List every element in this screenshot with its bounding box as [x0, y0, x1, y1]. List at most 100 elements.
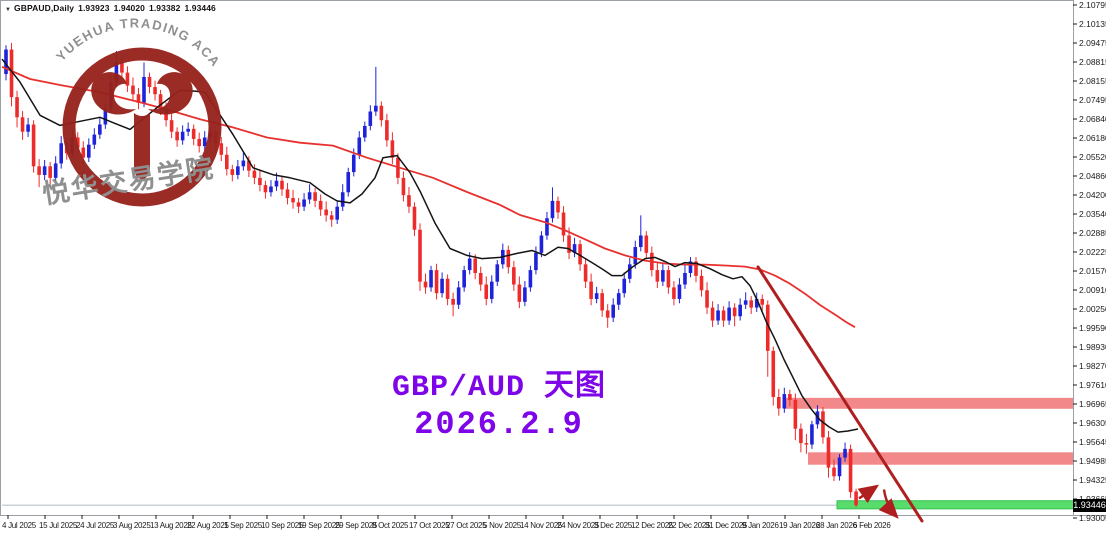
y-axis-label: 1.98930 — [1079, 342, 1106, 352]
x-axis-label: 15 Jul 2025 — [39, 521, 78, 530]
candle-body — [120, 62, 124, 73]
candle-body — [236, 166, 240, 175]
ma-fast-black-line — [1, 58, 859, 433]
x-axis-label: 6 Feb 2026 — [853, 521, 891, 530]
y-axis-label: 2.00250 — [1079, 304, 1106, 314]
candle-body — [843, 448, 847, 458]
collapse-icon[interactable]: ▼ — [5, 7, 12, 13]
candle-body — [462, 270, 466, 288]
candle-body — [655, 270, 660, 282]
current-price-marker: 1.93446 — [1073, 498, 1106, 512]
price-axis[interactable]: 2.10795 2.10135 2.09475 2.08815 2.08155 2.074… — [1073, 0, 1106, 523]
candle-body — [285, 189, 290, 199]
candle-body — [699, 275, 704, 291]
candle-body — [473, 258, 477, 273]
candle-body — [799, 428, 803, 444]
y-axis-label: 1.99590 — [1079, 323, 1106, 333]
candle-body — [158, 94, 163, 109]
x-axis-label: 27 Oct 2025 — [446, 521, 487, 530]
candle-body — [291, 198, 295, 203]
candle-body — [771, 350, 776, 397]
candle-body — [53, 163, 58, 178]
candle-body — [738, 304, 742, 317]
candle-body — [705, 290, 709, 308]
support-zone[interactable] — [836, 500, 1106, 510]
x-axis-label: 13 Aug 2025 — [150, 521, 192, 530]
y-axis-label: 1.93005 — [1079, 513, 1106, 523]
candle-body — [517, 284, 522, 302]
x-axis-label: 14 Nov 2025 — [520, 521, 563, 530]
candle-body — [837, 457, 842, 477]
descending-trendline[interactable] — [756, 265, 924, 523]
y-axis-label: 2.09475 — [1079, 38, 1106, 48]
x-axis-label: 22 Dec 2025 — [668, 521, 711, 530]
candle-body — [48, 166, 52, 178]
candle-body — [26, 124, 30, 132]
candle-body — [804, 443, 809, 445]
candle-body — [821, 411, 825, 438]
candle-body — [368, 111, 373, 126]
x-axis-label: 1 Sep 2025 — [224, 521, 263, 530]
candle-body — [749, 300, 753, 308]
candle-body — [456, 287, 461, 305]
candle-body — [694, 261, 698, 276]
candle-body — [627, 264, 632, 279]
candle-body — [854, 491, 858, 506]
candle-body — [721, 310, 726, 321]
candle-body — [434, 270, 439, 294]
candle-body — [318, 200, 323, 210]
candle-body — [247, 160, 251, 171]
candle-body — [59, 143, 63, 164]
candle-body — [782, 394, 787, 409]
candle-body — [793, 399, 798, 429]
candle-body — [561, 212, 566, 236]
candle-body — [826, 437, 831, 468]
y-axis-label: 2.06840 — [1079, 114, 1106, 124]
arrow-down[interactable] — [878, 489, 899, 519]
symbol-name: GBPAUD,Daily — [14, 3, 75, 13]
resistance-zone-1[interactable] — [785, 397, 1073, 409]
candle-body — [9, 49, 14, 98]
y-axis-label: 2.08815 — [1079, 57, 1106, 67]
candle-body — [153, 87, 157, 95]
candle-body — [274, 180, 279, 187]
candle-body — [534, 252, 538, 271]
candle-body — [754, 298, 759, 308]
candle-body — [743, 300, 748, 305]
candle-body — [478, 272, 483, 285]
candle-body — [302, 199, 306, 207]
candle-body — [506, 249, 511, 268]
y-axis-label: 2.08155 — [1079, 76, 1106, 86]
candle-body — [31, 124, 36, 167]
candle-body — [727, 307, 731, 321]
candle-body — [677, 284, 682, 299]
ohlc-low: 1.93382 — [149, 3, 181, 13]
y-axis-label: 2.05520 — [1079, 152, 1106, 162]
candle-body — [633, 247, 638, 265]
candle-body — [15, 97, 19, 118]
candle-body — [489, 281, 494, 299]
candle-body — [583, 264, 588, 282]
resistance-zone-2[interactable] — [808, 452, 1073, 465]
candle-body — [241, 160, 246, 167]
candle-body — [512, 267, 516, 285]
candle-body — [639, 235, 643, 248]
candle-body — [329, 215, 334, 220]
candle-body — [131, 85, 135, 95]
arrow-up-right[interactable] — [857, 484, 880, 504]
ohlc-open: 1.93923 — [78, 3, 110, 13]
candle-body — [661, 270, 665, 282]
y-axis-label: 2.10135 — [1079, 19, 1106, 29]
candle-body — [810, 424, 814, 445]
candle-body — [87, 144, 91, 158]
candle-body — [589, 281, 593, 299]
candle-body — [20, 117, 25, 132]
candle-body — [848, 448, 853, 493]
candle-body — [440, 278, 444, 294]
candle-body — [539, 235, 544, 253]
candle-body — [280, 180, 284, 190]
candle-body — [418, 229, 422, 282]
